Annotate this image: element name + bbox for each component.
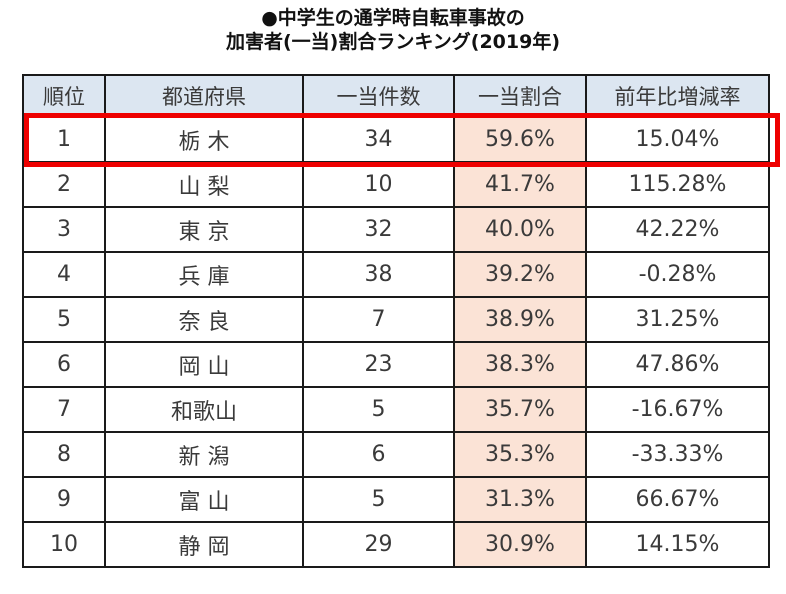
prefecture-cell: 奈 良	[104, 296, 304, 343]
ratio-cell: 30.9%	[453, 521, 587, 568]
table-row: 3 東 京 32 40.0% 42.22%	[22, 206, 770, 253]
ratio-cell: 59.6%	[453, 116, 587, 163]
rank-cell: 6	[22, 341, 106, 388]
table-row: 4 兵 庫 38 39.2% -0.28%	[22, 251, 770, 298]
prefecture-cell: 栃 木	[104, 116, 304, 163]
prefecture-cell: 新 潟	[104, 431, 304, 478]
table-row: 10 静 岡 29 30.9% 14.15%	[22, 521, 770, 568]
count-cell: 29	[302, 521, 455, 568]
title-line-1: ●中学生の通学時自転車事故の	[261, 7, 525, 29]
yoy-cell: 15.04%	[585, 116, 770, 163]
rank-cell: 10	[22, 521, 106, 568]
ratio-cell: 41.7%	[453, 161, 587, 208]
ratio-cell: 39.2%	[453, 251, 587, 298]
prefecture-cell: 山 梨	[104, 161, 304, 208]
table-row: 1 栃 木 34 59.6% 15.04%	[22, 116, 770, 163]
ratio-cell: 40.0%	[453, 206, 587, 253]
header-yoy: 前年比増減率	[585, 74, 770, 118]
yoy-cell: -16.67%	[585, 386, 770, 433]
prefecture-cell: 静 岡	[104, 521, 304, 568]
yoy-cell: 42.22%	[585, 206, 770, 253]
prefecture-cell: 富 山	[104, 476, 304, 523]
table-row: 9 富 山 5 31.3% 66.67%	[22, 476, 770, 523]
table-title: ●中学生の通学時自転車事故の 加害者(一当)割合ランキング(2019年)	[0, 6, 786, 54]
table-row: 8 新 潟 6 35.3% -33.33%	[22, 431, 770, 478]
count-cell: 10	[302, 161, 455, 208]
prefecture-cell: 東 京	[104, 206, 304, 253]
count-cell: 34	[302, 116, 455, 163]
yoy-cell: -0.28%	[585, 251, 770, 298]
count-cell: 38	[302, 251, 455, 298]
ratio-cell: 35.3%	[453, 431, 587, 478]
count-cell: 32	[302, 206, 455, 253]
header-count: 一当件数	[302, 74, 455, 118]
rank-cell: 5	[22, 296, 106, 343]
rank-cell: 1	[22, 116, 106, 163]
count-cell: 6	[302, 431, 455, 478]
rank-cell: 9	[22, 476, 106, 523]
prefecture-cell: 岡 山	[104, 341, 304, 388]
count-cell: 7	[302, 296, 455, 343]
header-rank: 順位	[22, 74, 106, 118]
yoy-cell: 14.15%	[585, 521, 770, 568]
prefecture-cell: 兵 庫	[104, 251, 304, 298]
table-row: 2 山 梨 10 41.7% 115.28%	[22, 161, 770, 208]
yoy-cell: 31.25%	[585, 296, 770, 343]
header-row: 順位 都道府県 一当件数 一当割合 前年比増減率	[22, 74, 770, 118]
table-row: 5 奈 良 7 38.9% 31.25%	[22, 296, 770, 343]
prefecture-cell: 和歌山	[104, 386, 304, 433]
ratio-cell: 31.3%	[453, 476, 587, 523]
table-row: 7 和歌山 5 35.7% -16.67%	[22, 386, 770, 433]
header-prefecture: 都道府県	[104, 74, 304, 118]
yoy-cell: 115.28%	[585, 161, 770, 208]
ratio-cell: 38.3%	[453, 341, 587, 388]
rank-cell: 7	[22, 386, 106, 433]
count-cell: 23	[302, 341, 455, 388]
ranking-table: 順位 都道府県 一当件数 一当割合 前年比増減率 1 栃 木 34 59.6% …	[22, 74, 770, 568]
header-ratio: 一当割合	[453, 74, 587, 118]
yoy-cell: 66.67%	[585, 476, 770, 523]
rank-cell: 8	[22, 431, 106, 478]
table-row: 6 岡 山 23 38.3% 47.86%	[22, 341, 770, 388]
rank-cell: 3	[22, 206, 106, 253]
yoy-cell: -33.33%	[585, 431, 770, 478]
ratio-cell: 38.9%	[453, 296, 587, 343]
count-cell: 5	[302, 386, 455, 433]
rank-cell: 2	[22, 161, 106, 208]
rank-cell: 4	[22, 251, 106, 298]
count-cell: 5	[302, 476, 455, 523]
ratio-cell: 35.7%	[453, 386, 587, 433]
title-line-2: 加害者(一当)割合ランキング(2019年)	[225, 31, 561, 53]
yoy-cell: 47.86%	[585, 341, 770, 388]
